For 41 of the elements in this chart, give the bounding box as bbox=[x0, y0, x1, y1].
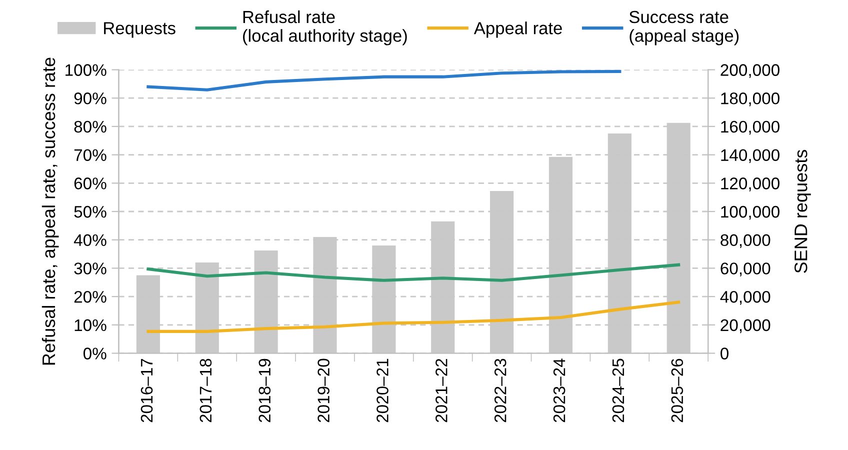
y2-tick-label: 160,000 bbox=[721, 120, 780, 135]
x-tick-label: 2016–17 bbox=[140, 358, 153, 422]
x-tick-label: 2018–19 bbox=[258, 358, 271, 422]
y2-axis-title: SEND requests bbox=[794, 150, 811, 273]
x-tick-label: 2019–20 bbox=[318, 358, 330, 422]
y-tick-label: 60% bbox=[74, 178, 106, 190]
y2-tick-label: 140,000 bbox=[721, 149, 780, 163]
y-tick-label: 20% bbox=[74, 290, 106, 303]
y-tick-label: 90% bbox=[74, 92, 106, 104]
y-tick-label: 100% bbox=[66, 64, 106, 76]
line-series bbox=[146, 70, 622, 92]
y2-tick-label: 180,000 bbox=[721, 92, 780, 106]
y-tick-label: 40% bbox=[74, 234, 106, 246]
x-tick-label: 2022–23 bbox=[494, 358, 506, 422]
y2-tick-label: 20,000 bbox=[720, 319, 770, 334]
x-tick-label: 2020–21 bbox=[376, 358, 388, 422]
x-tick-label: 2024–25 bbox=[612, 358, 624, 422]
line-series bbox=[146, 300, 680, 333]
y2-tick-label: 100,000 bbox=[721, 206, 780, 220]
legend-label: Success rate (appeal stage) bbox=[629, 10, 739, 46]
y-tick-label: 30% bbox=[74, 262, 106, 274]
y-tick-label: 50% bbox=[74, 206, 106, 218]
y2-tick-label: 0 bbox=[720, 348, 729, 360]
y-tick-label: 80% bbox=[74, 120, 106, 133]
y2-tick-label: 120,000 bbox=[721, 178, 780, 192]
x-tick-label: 2017–18 bbox=[200, 358, 212, 422]
y2-tick-label: 80,000 bbox=[720, 234, 770, 248]
y2-tick-label: 200,000 bbox=[720, 64, 780, 78]
legend-label: Appeal rate bbox=[474, 22, 562, 38]
y-tick-label: 0% bbox=[83, 348, 106, 360]
x-tick-label: 2021–22 bbox=[436, 358, 448, 422]
y-tick-label: 10% bbox=[74, 319, 106, 332]
x-tick-label: 2025–26 bbox=[671, 358, 684, 422]
y2-tick-label: 60,000 bbox=[720, 262, 770, 276]
legend-label: Requests bbox=[104, 22, 176, 38]
line-series bbox=[146, 263, 680, 282]
y-axis-title: Refusal rate, appeal rate, success rate bbox=[42, 58, 59, 365]
x-tick-label: 2023–24 bbox=[553, 358, 566, 422]
y2-tick-label: 40,000 bbox=[720, 290, 770, 305]
legend-label: Refusal rate (local authority stage) bbox=[243, 10, 407, 46]
y-tick-label: 70% bbox=[74, 149, 106, 162]
